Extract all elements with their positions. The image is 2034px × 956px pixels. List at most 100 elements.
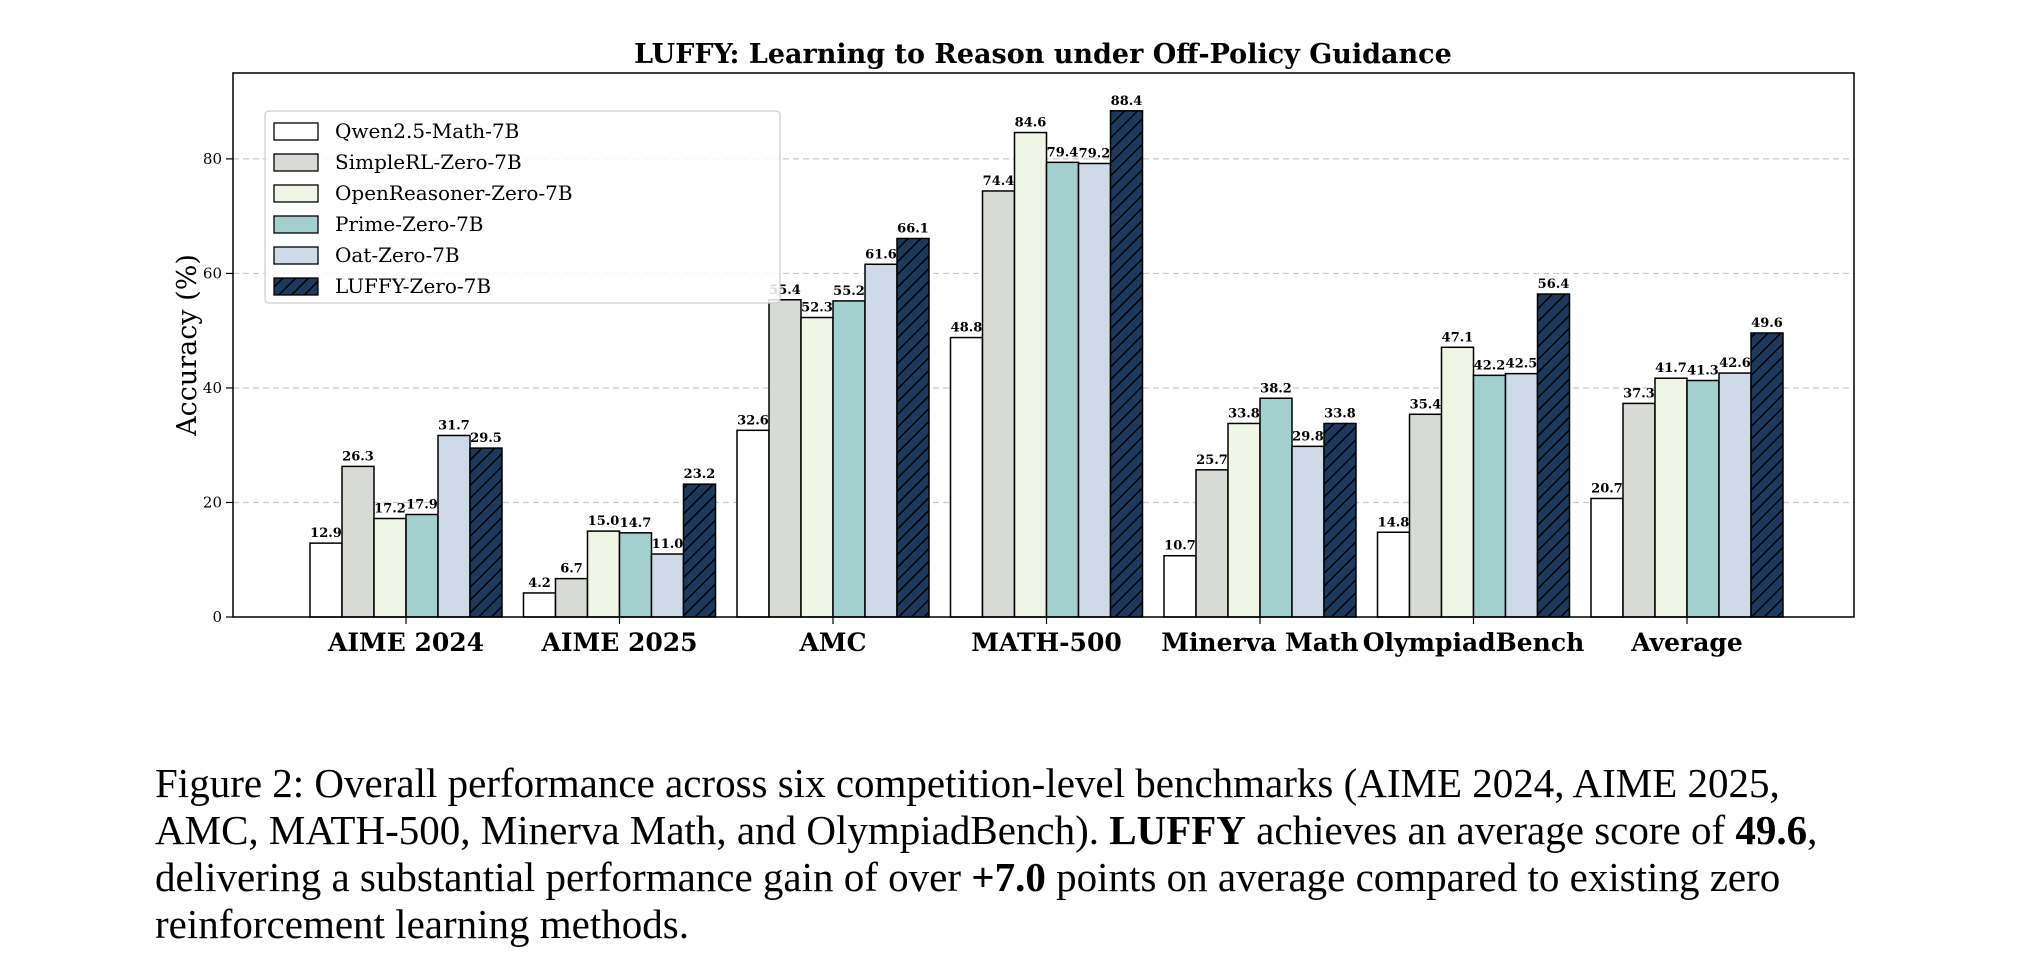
bar — [309, 542, 343, 618]
bar — [1590, 497, 1624, 618]
caption-text-2: achieves an average score of — [1245, 807, 1736, 853]
data-label: 79.2 — [1079, 146, 1111, 161]
data-label: 41.7 — [1655, 361, 1687, 376]
bar — [522, 592, 557, 618]
caption-bold-gain: +7.0 — [971, 854, 1046, 900]
data-label: 79.4 — [1047, 145, 1079, 160]
chart-figure: 12.9 26.3 17.2 17.9 31.7 29.5 4.2 6.7 15.0 14.7 11… — [172, 39, 1855, 657]
data-label: 26.3 — [342, 449, 374, 464]
data-label: 42.2 — [1474, 358, 1506, 373]
bar — [1077, 162, 1112, 618]
bar — [1408, 413, 1443, 618]
y-tick-label: 80 — [203, 150, 222, 168]
axes: 0 20 40 60 80 AIME 2024 AIME 2025 AMC MATH-500 Mi… — [203, 150, 1743, 657]
bar — [1472, 374, 1507, 618]
data-label: 88.4 — [1111, 94, 1143, 109]
data-label: 10.7 — [1164, 539, 1196, 554]
legend-box — [264, 110, 781, 304]
data-label: 42.5 — [1506, 357, 1538, 372]
legend-label: Oat-Zero-7B — [335, 243, 460, 267]
legend-label: Prime-Zero-7B — [335, 212, 484, 236]
data-label: 15.0 — [588, 514, 620, 529]
x-tick-label: Minerva Math — [1161, 628, 1358, 657]
bar — [1376, 531, 1411, 618]
bar — [1440, 346, 1475, 618]
data-label: 11.0 — [652, 537, 684, 552]
data-label: 56.4 — [1538, 277, 1570, 292]
bar-chart: 12.9 26.3 17.2 17.9 31.729.5 4.2 6.7 15.0 14.711… — [172, 39, 1855, 657]
legend-swatch — [273, 277, 319, 296]
data-label: 14.8 — [1378, 515, 1410, 530]
bar — [1654, 377, 1688, 618]
bar — [1045, 161, 1080, 618]
data-label: 29.5 — [470, 431, 502, 446]
data-label: 42.6 — [1719, 356, 1751, 371]
data-label: 25.7 — [1196, 453, 1228, 468]
x-tick-label: AIME 2025 — [540, 628, 697, 657]
bar — [1686, 379, 1720, 618]
caption-text-1: Figure 2: Overall performance across six… — [155, 760, 1780, 853]
x-tick-label: MATH-500 — [971, 628, 1122, 657]
bar — [768, 299, 802, 618]
bar — [437, 434, 471, 618]
chart-title: LUFFY: Learning to Reason under Off-Poli… — [634, 39, 1452, 70]
data-label: 38.2 — [1260, 381, 1292, 396]
data-label: 32.6 — [737, 413, 769, 428]
data-label: 33.8 — [1228, 406, 1260, 421]
legend: Qwen2.5-Math-7B SimpleRL-Zero-7B OpenReaso… — [264, 110, 781, 304]
legend-label: LUFFY-Zero-7B — [335, 274, 491, 298]
data-label: 55.2 — [833, 284, 865, 299]
bar — [1323, 422, 1357, 618]
data-label: 14.7 — [620, 516, 652, 531]
data-label: 33.8 — [1324, 406, 1356, 421]
bar — [650, 553, 685, 618]
data-label: 20.7 — [1591, 481, 1623, 496]
x-tick-label: AMC — [799, 628, 867, 657]
x-tick-label: AIME 2024 — [327, 628, 484, 657]
legend-swatch — [273, 184, 319, 203]
data-label: 29.8 — [1292, 429, 1324, 444]
bar — [981, 190, 1016, 618]
bar — [949, 336, 984, 618]
bar — [1013, 131, 1048, 618]
bar — [341, 465, 375, 618]
bar — [864, 263, 898, 618]
data-label: 61.6 — [865, 247, 897, 262]
data-label: 17.2 — [374, 502, 406, 517]
bar — [736, 429, 770, 618]
x-tick-label: Average — [1630, 628, 1743, 657]
bar — [1291, 445, 1325, 618]
data-label: 31.7 — [438, 418, 470, 433]
bar — [800, 316, 834, 618]
legend-swatch — [273, 122, 319, 141]
data-label: 17.9 — [406, 497, 438, 512]
y-tick-label: 20 — [203, 493, 222, 511]
data-label: 84.6 — [1015, 116, 1047, 131]
y-tick-label: 0 — [212, 608, 222, 626]
bar — [618, 532, 653, 618]
bar — [682, 483, 717, 618]
data-label: 6.7 — [560, 562, 583, 577]
plot-frame — [232, 72, 1855, 618]
data-label: 48.8 — [951, 321, 983, 336]
data-label: 52.3 — [801, 301, 833, 316]
bar — [405, 513, 439, 618]
bar — [1109, 110, 1144, 618]
data-label: 47.1 — [1442, 330, 1474, 345]
x-tick-label: OlympiadBench — [1363, 628, 1585, 657]
bar — [1622, 402, 1656, 618]
bar — [896, 237, 930, 618]
bar — [554, 577, 589, 618]
figure-caption: Figure 2: Overall performance across six… — [155, 760, 1885, 948]
bar — [1718, 372, 1752, 618]
legend-swatch — [273, 246, 319, 265]
caption-bold-score: 49.6 — [1735, 807, 1808, 853]
y-axis-label: Accuracy (%) — [172, 254, 203, 437]
data-label: 35.4 — [1410, 397, 1442, 412]
legend-swatch — [273, 153, 319, 172]
bars — [309, 110, 1784, 618]
value-labels: 12.9 26.3 17.2 17.9 31.729.5 4.2 6.7 15.0 14.711… — [310, 94, 1783, 591]
data-label: 4.2 — [528, 576, 551, 591]
y-tick-label: 40 — [203, 379, 222, 397]
data-label: 37.3 — [1623, 386, 1655, 401]
